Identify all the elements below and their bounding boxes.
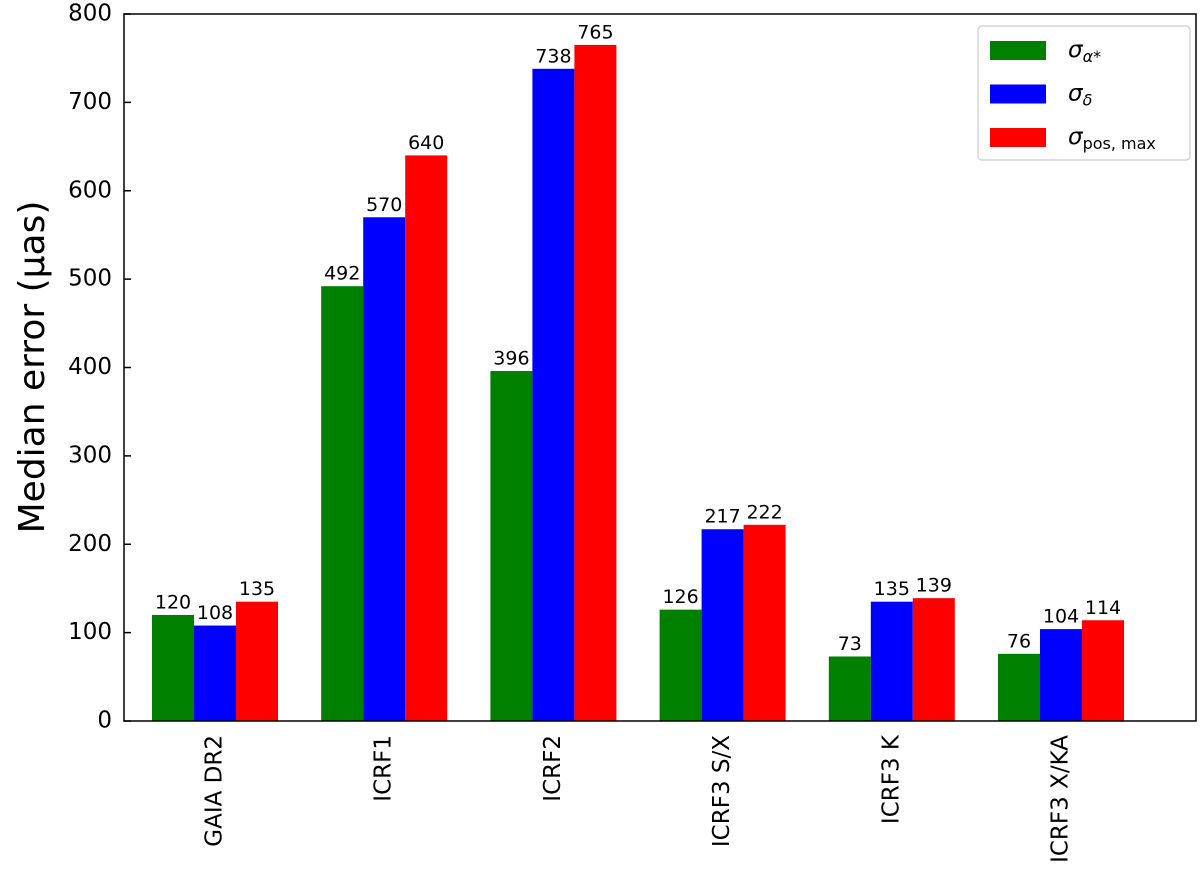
value-label: 217 — [704, 506, 740, 528]
y-tick-label: 100 — [68, 619, 112, 645]
x-tick-label: ICRF2 — [540, 735, 566, 802]
y-tick-label: 0 — [97, 708, 112, 734]
x-tick-label: ICRF3 X/KA — [1048, 735, 1074, 863]
value-label: 765 — [577, 21, 613, 43]
y-tick-label: 500 — [68, 266, 112, 292]
bar — [194, 625, 236, 721]
y-tick-label: 800 — [68, 1, 112, 27]
y-tick-label: 300 — [68, 442, 112, 468]
bar — [236, 601, 278, 721]
legend-label: σδ — [1068, 80, 1093, 109]
bar — [574, 44, 617, 721]
bar — [532, 68, 575, 722]
legend-swatch — [990, 41, 1046, 60]
legend-label: σα* — [1068, 37, 1101, 66]
value-label: 120 — [155, 591, 191, 613]
value-label: 73 — [838, 633, 862, 655]
bar — [363, 217, 406, 721]
bar — [321, 286, 364, 721]
value-label: 396 — [493, 348, 529, 370]
x-tick-label: ICRF1 — [371, 735, 397, 802]
y-tick-label: 700 — [68, 89, 112, 115]
legend-swatch — [990, 84, 1046, 104]
value-label: 139 — [916, 575, 952, 597]
bar — [701, 529, 744, 721]
value-label: 640 — [408, 132, 444, 154]
plot-frame — [123, 13, 1197, 722]
value-label: 126 — [662, 586, 698, 608]
value-label: 114 — [1085, 597, 1121, 619]
bar — [405, 155, 448, 721]
bar — [1082, 620, 1124, 721]
y-tick-label: 600 — [68, 177, 112, 203]
x-tick-label: ICRF3 S/X — [709, 735, 735, 847]
bar — [490, 371, 533, 721]
x-tick-label: ICRF3 K — [878, 734, 904, 824]
bar — [828, 656, 871, 721]
value-label: 135 — [874, 578, 910, 600]
value-label: 108 — [197, 602, 233, 624]
value-label: 76 — [1007, 630, 1031, 652]
value-label: 570 — [366, 194, 402, 216]
value-label: 135 — [239, 578, 275, 600]
bar — [912, 598, 955, 721]
bar — [870, 601, 913, 721]
bar — [659, 609, 702, 721]
legend-label: σpos, max — [1068, 124, 1156, 153]
y-tick-label: 400 — [68, 354, 112, 380]
value-label: 492 — [324, 263, 360, 285]
value-label: 738 — [535, 45, 571, 67]
bar — [152, 614, 194, 721]
legend-swatch — [990, 128, 1046, 147]
bar — [998, 653, 1040, 721]
value-label: 104 — [1043, 606, 1079, 628]
bar — [1040, 629, 1082, 721]
y-axis-label: Median error (µas) — [12, 201, 53, 534]
y-tick-label: 200 — [68, 531, 112, 557]
x-tick-label: GAIA DR2 — [202, 735, 228, 847]
bar — [743, 524, 786, 721]
value-label: 222 — [746, 501, 782, 523]
